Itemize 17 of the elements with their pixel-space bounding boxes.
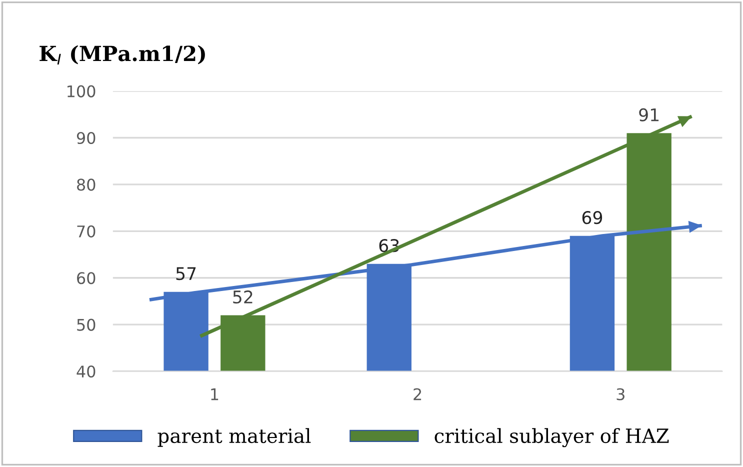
chart-title: K$_{I}$ (MPa.m1/2) bbox=[40, 45, 205, 64]
data-label: 91 bbox=[639, 108, 659, 122]
y-tick-label: 50 bbox=[77, 318, 96, 331]
legend-label: parent material bbox=[158, 428, 311, 447]
y-tick-label: 40 bbox=[76, 365, 96, 378]
data-label: 69 bbox=[582, 211, 602, 224]
x-tick-label: 1 bbox=[211, 388, 218, 400]
x-tick-label: 3 bbox=[616, 388, 624, 400]
data-label: 57 bbox=[176, 267, 196, 280]
y-tick-label: 80 bbox=[77, 178, 96, 191]
y-tick-label: 70 bbox=[77, 225, 96, 238]
data-label: 52 bbox=[233, 290, 252, 304]
x-tick-label: 2 bbox=[414, 388, 422, 400]
y-tick-label: 100 bbox=[68, 85, 96, 98]
y-tick-label: 90 bbox=[76, 132, 96, 144]
y-tick-label: 60 bbox=[77, 272, 96, 284]
legend-label: critical sublayer of HAZ bbox=[434, 428, 669, 448]
